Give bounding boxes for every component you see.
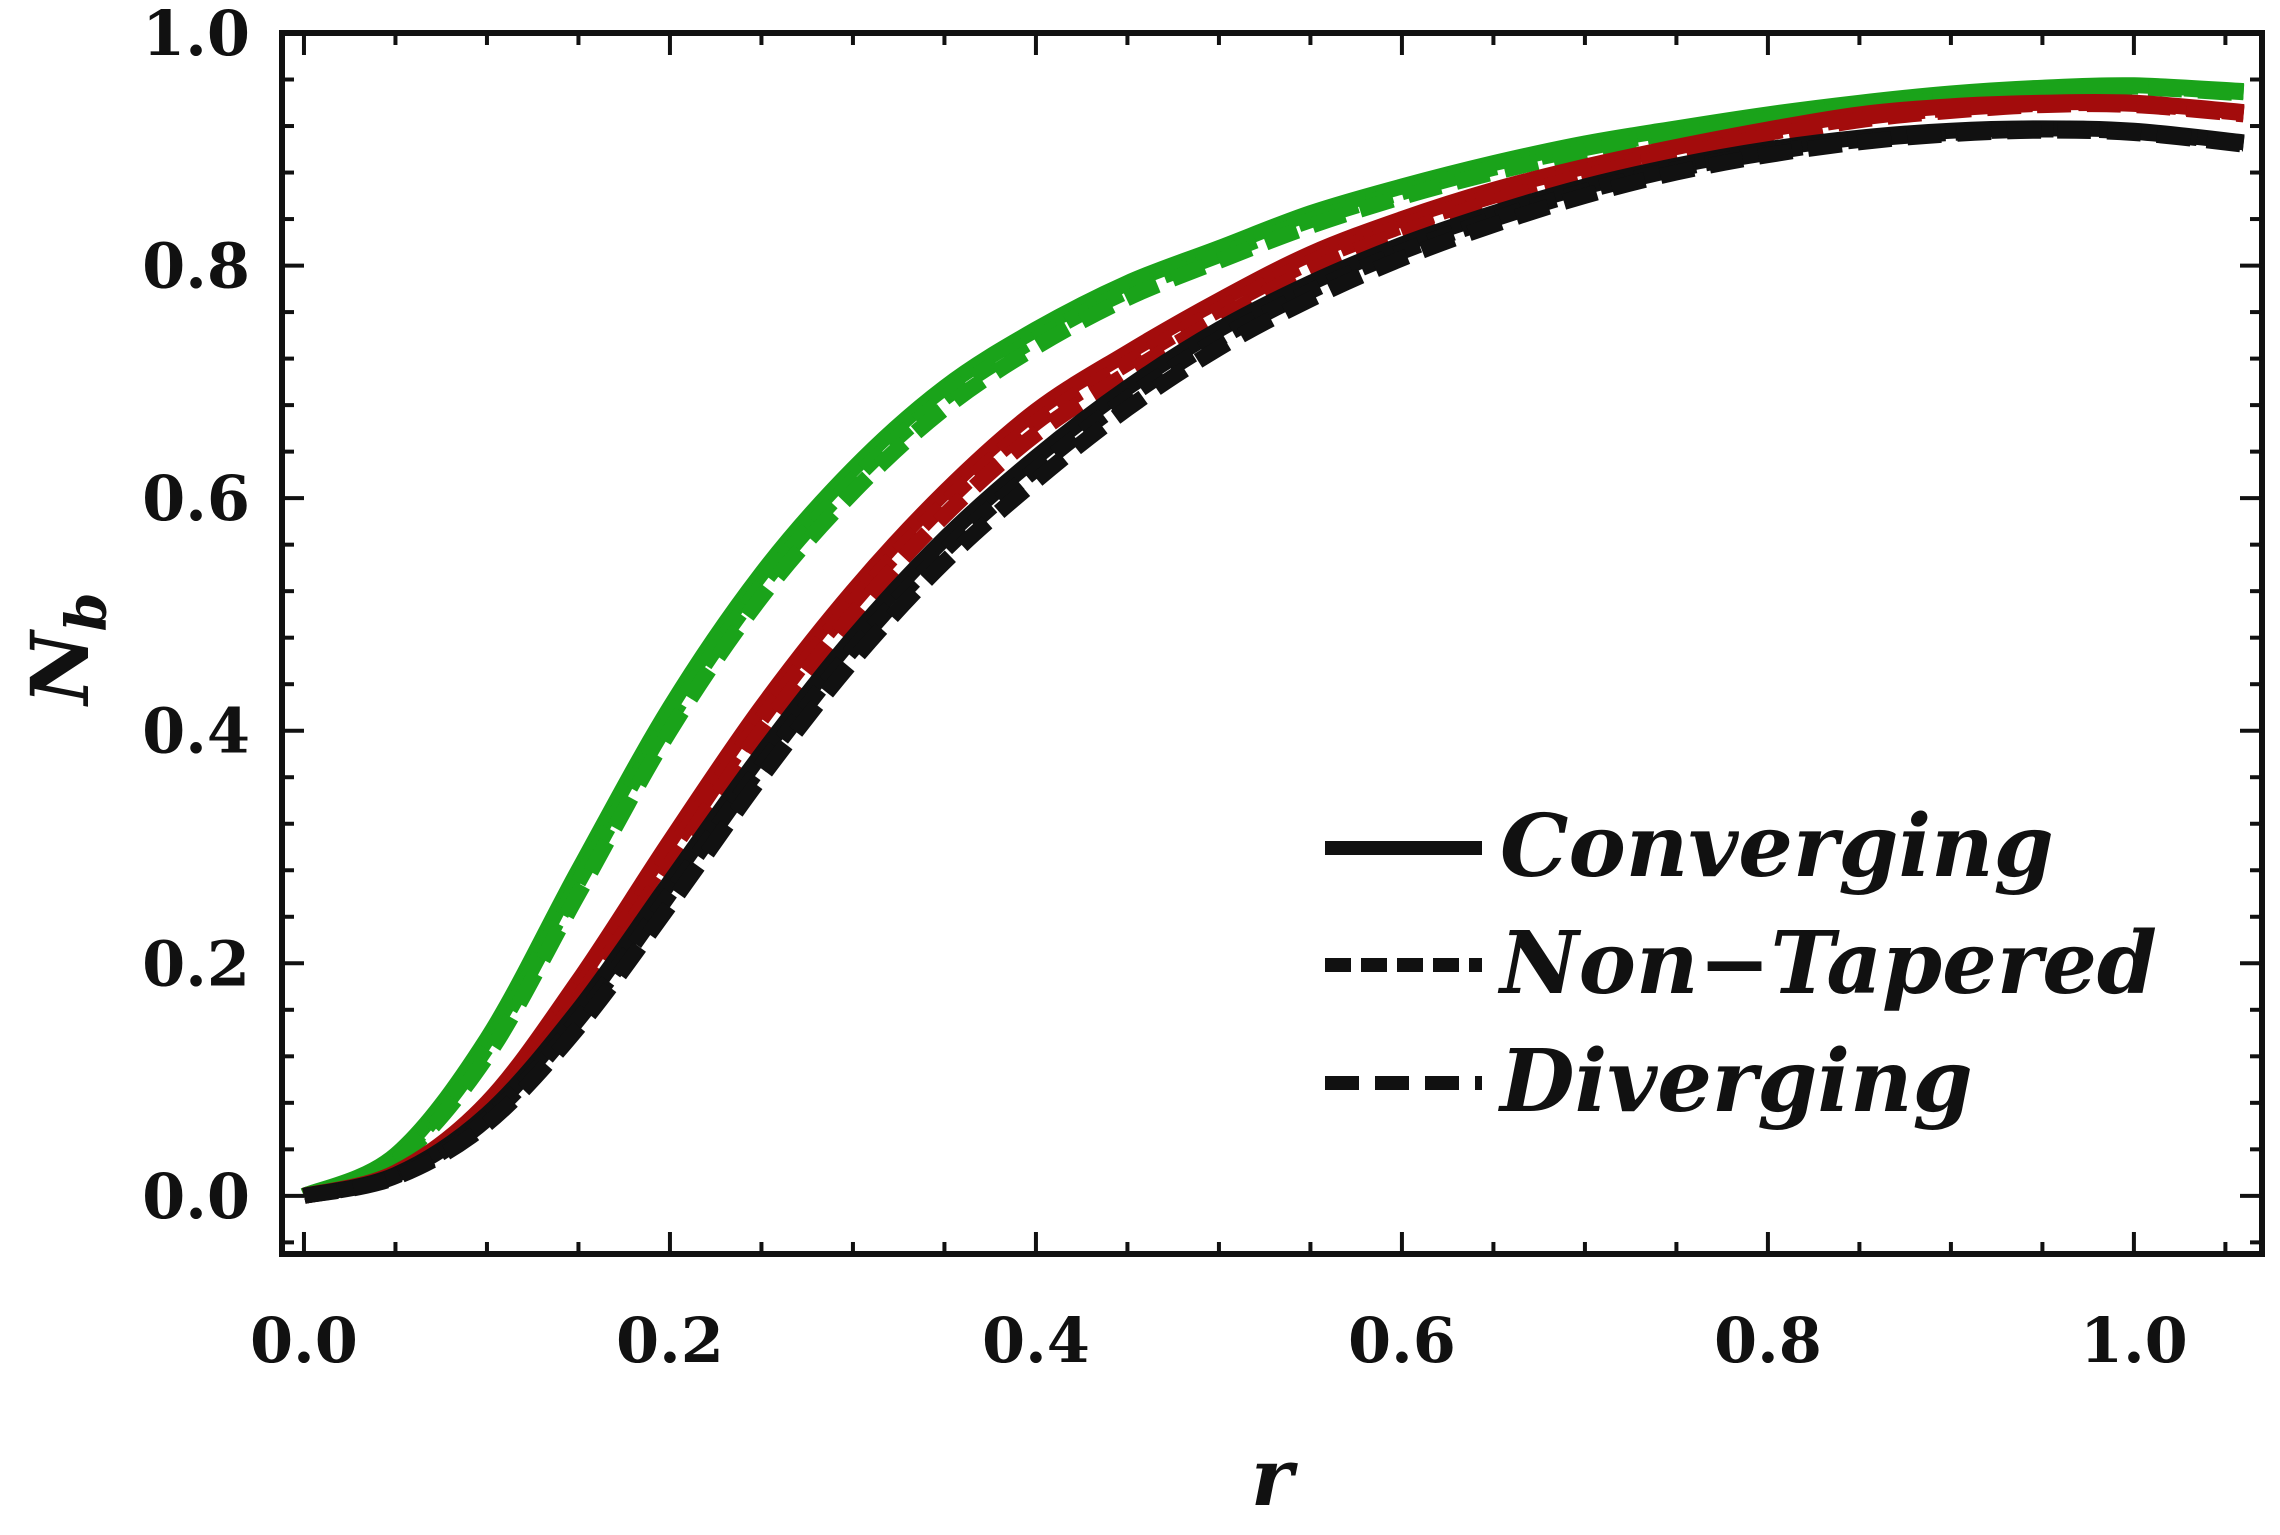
x-tick-label: 0.8 (1714, 1304, 1822, 1377)
x-axis-label: r (1251, 1430, 1298, 1524)
legend-label: Diverging (1497, 1031, 1973, 1132)
axis-ticks (282, 31, 2262, 1254)
y-tick-label: 0.8 (142, 230, 250, 303)
series-lines (300, 77, 2245, 1204)
y-axis-label: Nb (13, 592, 120, 707)
y-axis-label-main: N (13, 629, 107, 708)
legend-label: Non−Tapered (1497, 913, 2157, 1014)
y-tick-label: 0.0 (142, 1160, 250, 1233)
y-tick-label: 0.4 (142, 695, 250, 768)
y-tick-label: 0.2 (142, 927, 250, 1000)
x-tick-label: 0.4 (982, 1304, 1090, 1377)
tick-labels: 0.0 0.2 0.4 0.6 0.8 1.0 0.0 0.2 0.4 0.6 0.8 1.0 (142, 0, 2188, 1377)
legend: Converging Non−Tapered Diverging (1325, 796, 2157, 1132)
legend-label: Converging (1500, 796, 2054, 897)
series-line-black-diverging (302, 122, 2245, 1204)
y-tick-label: 0.6 (142, 462, 250, 535)
x-tick-label: 0.6 (1348, 1304, 1456, 1377)
y-axis-label-subscript: b (54, 592, 120, 631)
x-tick-label: 1.0 (2080, 1304, 2188, 1377)
x-tick-label: 0.2 (616, 1304, 724, 1377)
x-tick-label: 0.0 (250, 1304, 358, 1377)
plot-frame (279, 30, 2265, 1257)
y-tick-label: 1.0 (142, 0, 250, 70)
